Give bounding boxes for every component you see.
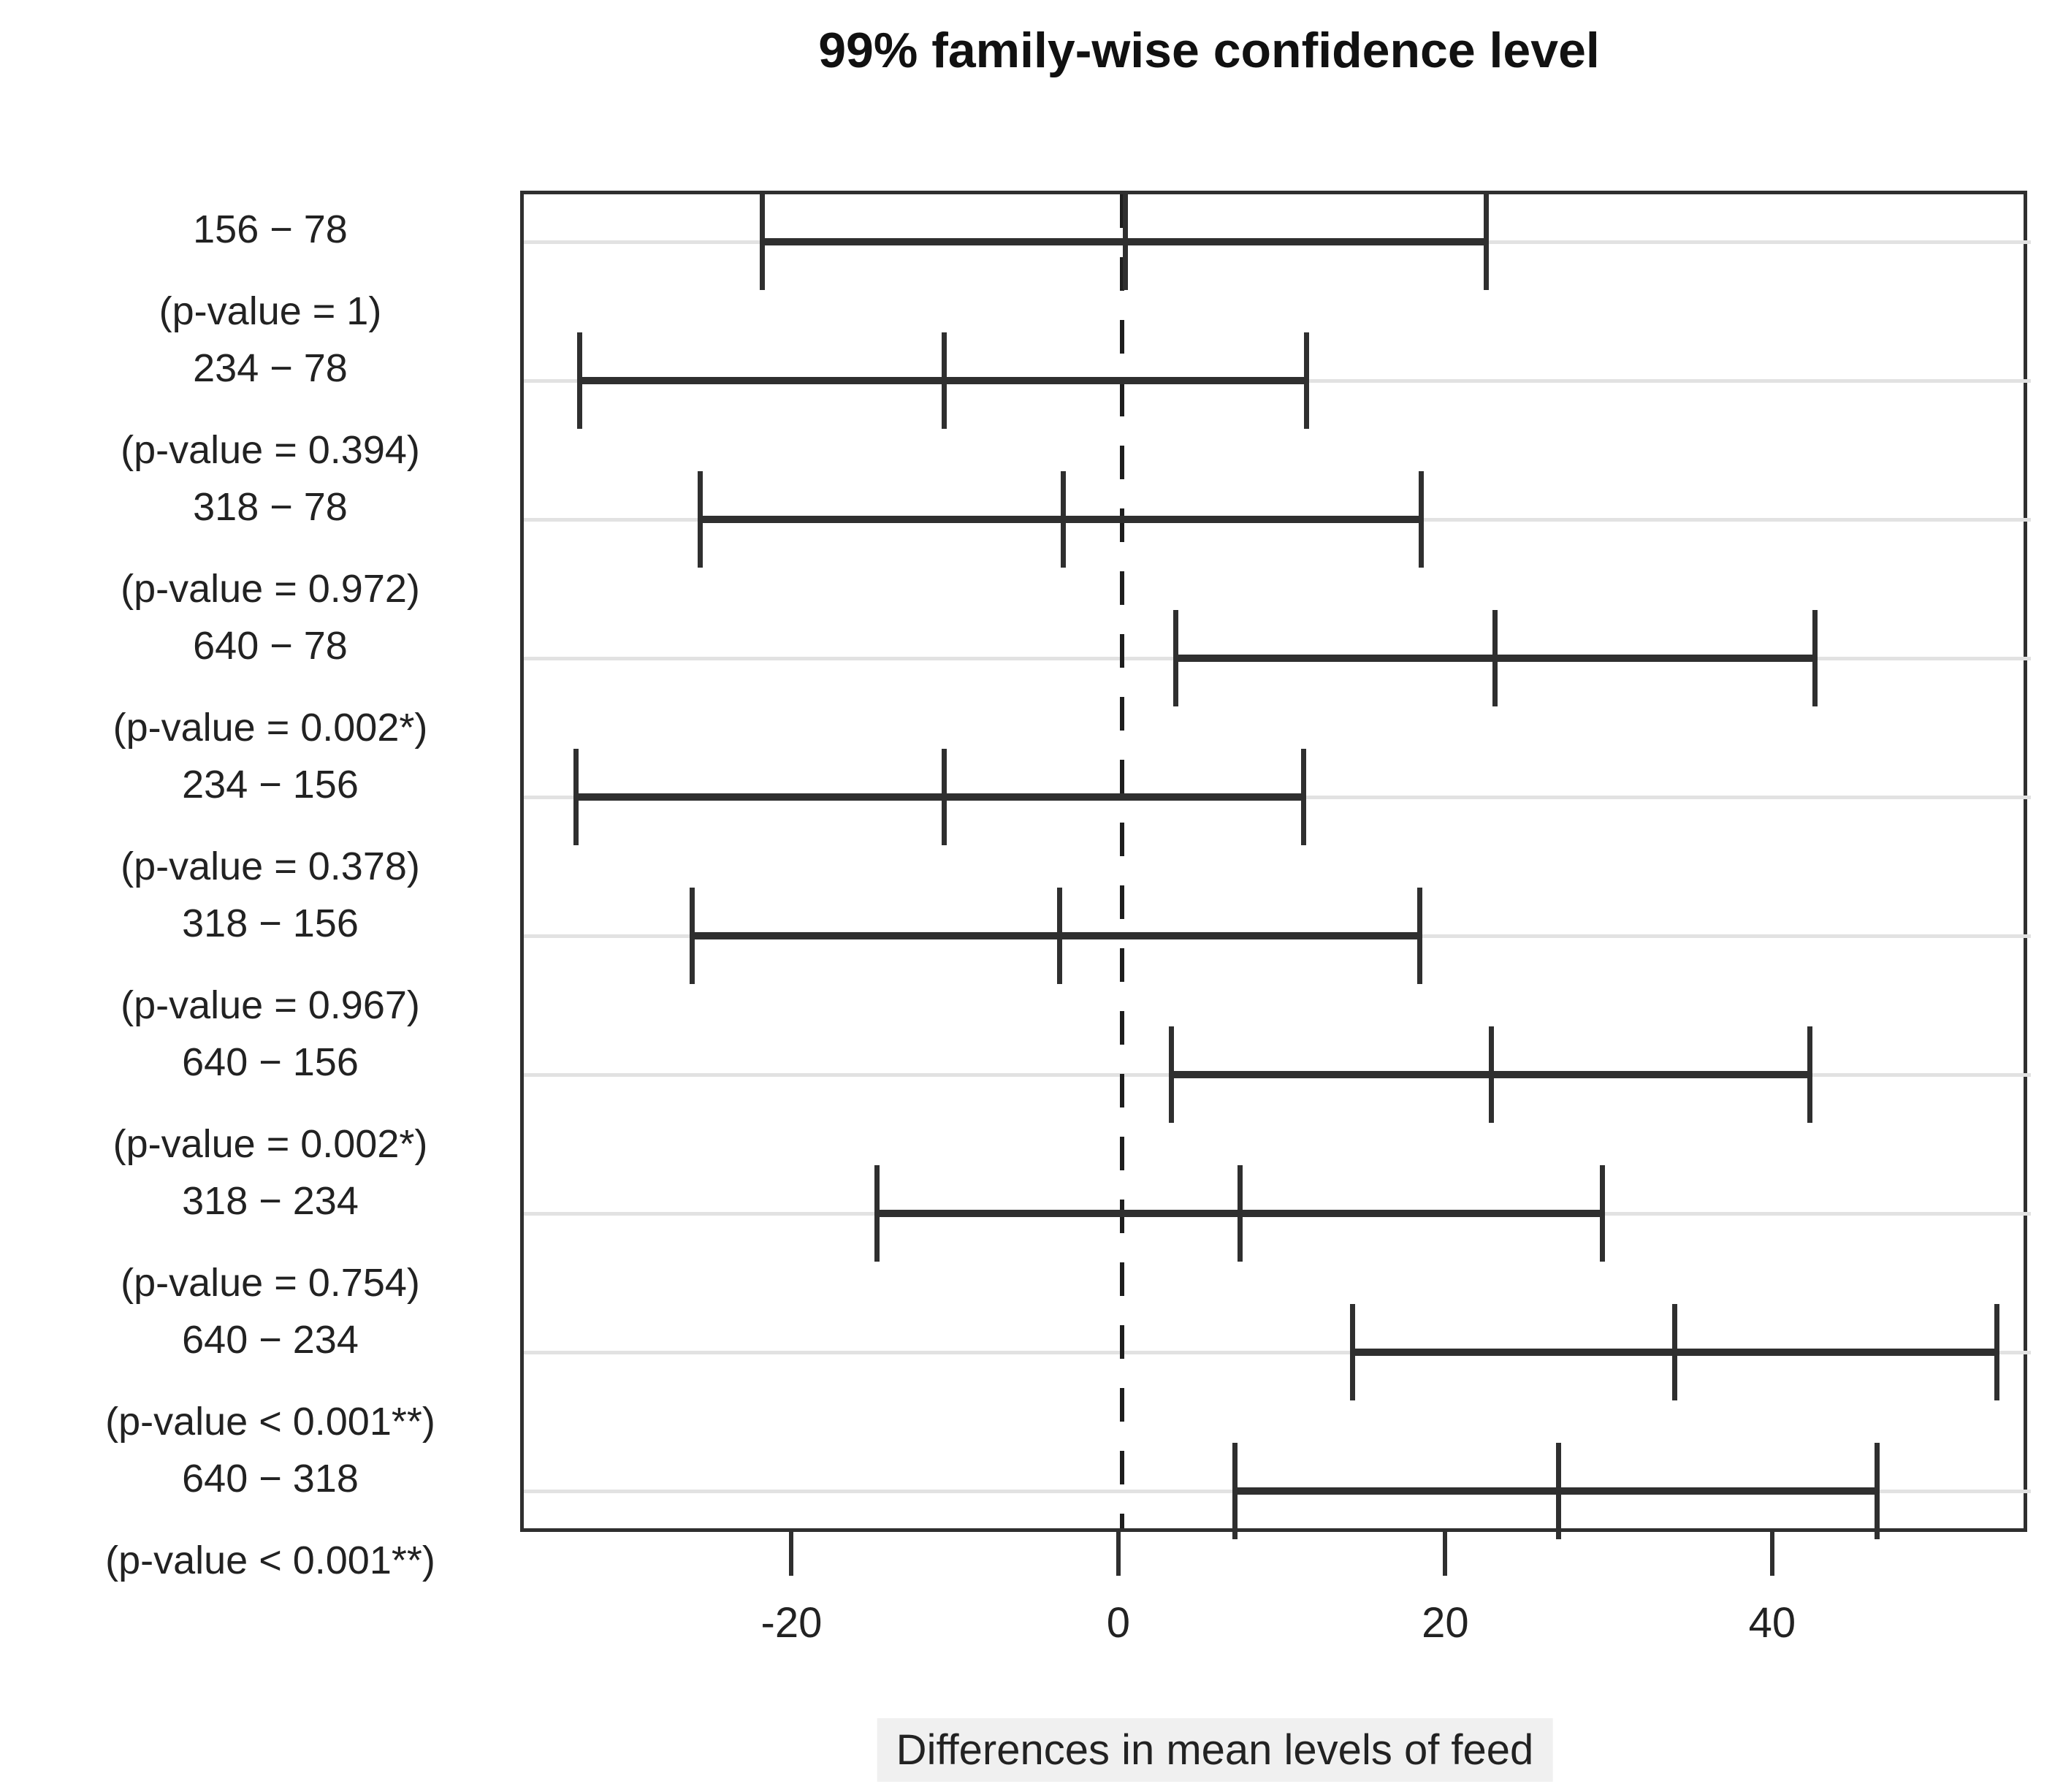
ci-estimate-tick xyxy=(1671,1304,1677,1400)
ci-estimate-tick xyxy=(1489,1026,1495,1123)
ci-lower-cap xyxy=(1173,610,1179,706)
x-axis-tick xyxy=(1116,1532,1121,1576)
comparison-pair-label: 640 − 318 xyxy=(182,1457,359,1501)
ci-lower-cap xyxy=(573,749,579,845)
ci-upper-cap xyxy=(1812,610,1818,706)
ci-upper-cap xyxy=(1994,1304,1999,1400)
ci-upper-cap xyxy=(1875,1443,1880,1539)
zero-reference-dashed-line xyxy=(1119,194,1124,1528)
ci-estimate-tick xyxy=(1492,610,1498,706)
ci-lower-cap xyxy=(689,888,695,984)
row-gridline xyxy=(524,1351,2031,1354)
ci-lower-cap xyxy=(698,471,703,568)
x-axis-tick-label: -20 xyxy=(760,1599,823,1647)
ci-estimate-tick xyxy=(1060,471,1066,568)
comparison-pvalue-label: (p-value = 0.754) xyxy=(121,1261,420,1305)
ci-line xyxy=(576,793,1304,801)
ci-lower-cap xyxy=(874,1165,880,1262)
ci-estimate-tick xyxy=(941,749,947,845)
plot-area xyxy=(520,191,2031,1539)
ci-upper-cap xyxy=(1300,749,1306,845)
ci-upper-cap xyxy=(1416,888,1422,984)
comparison-pair-label: 318 − 78 xyxy=(193,485,348,529)
ci-lower-cap xyxy=(760,194,766,290)
x-axis-tick-label: 0 xyxy=(1106,1599,1131,1647)
x-axis-tick xyxy=(1443,1532,1448,1576)
ci-upper-cap xyxy=(1418,471,1424,568)
comparison-pvalue-label: (p-value = 0.002*) xyxy=(113,1122,428,1166)
comparison-pair-label: 640 − 234 xyxy=(182,1318,359,1362)
comparison-pvalue-label: (p-value = 0.972) xyxy=(121,567,420,611)
ci-lower-cap xyxy=(1168,1026,1174,1123)
comparison-pair-label: 234 − 156 xyxy=(182,763,359,807)
ci-estimate-tick xyxy=(941,332,947,429)
ci-estimate-tick xyxy=(1057,888,1063,984)
comparison-pair-label: 640 − 78 xyxy=(193,624,348,668)
comparison-pair-label: 640 − 156 xyxy=(182,1040,359,1084)
comparison-pvalue-label: (p-value = 1) xyxy=(159,289,382,333)
ci-lower-cap xyxy=(1349,1304,1355,1400)
x-axis-tick-label: 20 xyxy=(1422,1599,1469,1647)
ci-estimate-tick xyxy=(1122,194,1128,290)
comparison-pair-label: 318 − 156 xyxy=(182,901,359,945)
comparison-pvalue-label: (p-value = 0.967) xyxy=(121,983,420,1027)
ci-upper-cap xyxy=(1600,1165,1606,1262)
ci-lower-cap xyxy=(1232,1443,1238,1539)
comparison-pair-label: 156 − 78 xyxy=(193,207,348,251)
comparison-pvalue-label: (p-value = 0.002*) xyxy=(113,706,428,750)
chart-title: 99% family-wise confidence level xyxy=(818,23,1600,78)
comparison-pvalue-label: (p-value < 0.001**) xyxy=(105,1539,435,1582)
ci-estimate-tick xyxy=(1555,1443,1561,1539)
ci-upper-cap xyxy=(1484,194,1490,290)
x-axis-tick-label: 40 xyxy=(1748,1599,1796,1647)
ci-upper-cap xyxy=(1304,332,1310,429)
ci-line xyxy=(692,932,1420,939)
ci-lower-cap xyxy=(576,332,582,429)
x-axis-tick xyxy=(789,1532,794,1576)
ci-estimate-tick xyxy=(1237,1165,1243,1262)
comparison-pair-label: 234 − 78 xyxy=(193,346,348,390)
ci-upper-cap xyxy=(1807,1026,1813,1123)
comparison-pvalue-label: (p-value = 0.378) xyxy=(121,844,420,888)
x-axis-label: Differences in mean levels of feed xyxy=(877,1718,1553,1782)
comparison-pvalue-label: (p-value = 0.394) xyxy=(121,428,420,472)
comparison-pvalue-label: (p-value < 0.001**) xyxy=(105,1400,435,1444)
comparison-pair-label: 318 − 234 xyxy=(182,1179,359,1223)
x-axis-tick xyxy=(1769,1532,1774,1576)
